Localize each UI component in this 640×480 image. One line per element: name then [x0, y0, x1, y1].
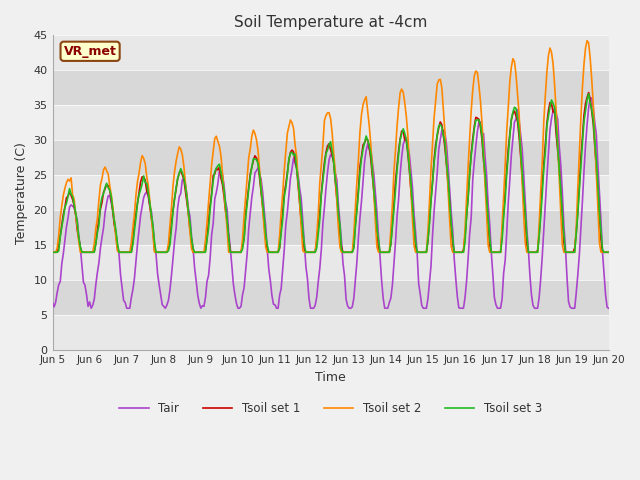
Tsoil set 3: [384, 250, 392, 255]
Tsoil set 1: [365, 144, 373, 150]
Tsoil set 1: [537, 205, 545, 211]
Tair: [588, 95, 596, 101]
Bar: [52, 105, 609, 140]
Bar: [52, 315, 609, 350]
Tsoil set 3: [64, 193, 72, 199]
Tsoil set 3: [396, 137, 404, 143]
Tsoil set 2: [396, 90, 404, 96]
Tsoil set 1: [49, 250, 56, 255]
Line: Tair: Tair: [52, 98, 609, 308]
Tsoil set 2: [49, 250, 56, 255]
Tair: [64, 215, 72, 221]
Tsoil set 2: [64, 177, 72, 182]
Tsoil set 3: [537, 214, 545, 220]
Tsoil set 2: [583, 38, 591, 44]
Tsoil set 3: [49, 250, 56, 255]
Tsoil set 1: [152, 250, 160, 255]
Line: Tsoil set 1: Tsoil set 1: [52, 93, 609, 252]
Tsoil set 1: [384, 250, 392, 255]
Tsoil set 2: [537, 188, 545, 194]
Bar: [52, 245, 609, 280]
Tair: [154, 271, 161, 276]
Tsoil set 2: [605, 250, 612, 255]
Tair: [385, 300, 393, 305]
Tsoil set 1: [585, 90, 593, 96]
Tair: [538, 253, 546, 259]
Tsoil set 3: [585, 91, 593, 96]
Line: Tsoil set 2: Tsoil set 2: [52, 41, 609, 252]
Tsoil set 3: [365, 143, 373, 148]
Line: Tsoil set 3: Tsoil set 3: [52, 94, 609, 252]
Tair: [367, 147, 374, 153]
X-axis label: Time: Time: [316, 371, 346, 384]
Title: Soil Temperature at -4cm: Soil Temperature at -4cm: [234, 15, 428, 30]
Tsoil set 2: [152, 250, 160, 255]
Bar: [52, 36, 609, 70]
Tsoil set 2: [365, 123, 373, 129]
Tsoil set 2: [384, 250, 392, 255]
Bar: [52, 280, 609, 315]
Legend: Tair, Tsoil set 1, Tsoil set 2, Tsoil set 3: Tair, Tsoil set 1, Tsoil set 2, Tsoil se…: [115, 397, 547, 420]
Tair: [87, 305, 95, 311]
Tsoil set 3: [605, 250, 612, 255]
Tsoil set 1: [64, 193, 72, 199]
Y-axis label: Temperature (C): Temperature (C): [15, 142, 28, 244]
Bar: [52, 175, 609, 210]
Tair: [49, 300, 56, 306]
Tsoil set 1: [605, 250, 612, 255]
Tsoil set 3: [152, 250, 160, 255]
Bar: [52, 70, 609, 105]
Tair: [398, 154, 406, 160]
Bar: [52, 140, 609, 175]
Bar: [52, 210, 609, 245]
Tsoil set 1: [396, 136, 404, 142]
Tair: [605, 305, 612, 311]
Text: VR_met: VR_met: [63, 45, 116, 58]
